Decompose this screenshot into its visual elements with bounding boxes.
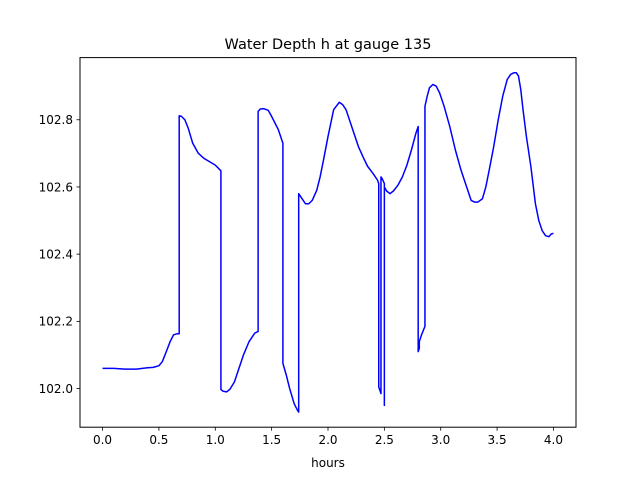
y-tick-label: 102.2 [39, 315, 73, 329]
series-layer [102, 71, 554, 413]
x-tick-label: 0.0 [93, 433, 112, 447]
x-axis-ticks: 0.0 0.5 1.0 1.5 2.0 2.5 3.0 3.5 4.0 [93, 427, 563, 447]
x-tick-label: 0.5 [149, 433, 168, 447]
chart-title: Water Depth h at gauge 135 [225, 37, 432, 53]
plot-area [80, 57, 576, 428]
y-tick-label: 102.0 [39, 382, 73, 396]
x-tick-label: 1.0 [206, 433, 225, 447]
x-tick-label: 3.0 [431, 433, 450, 447]
x-tick-label: 2.5 [375, 433, 394, 447]
x-tick-label: 1.5 [262, 433, 281, 447]
x-axis-label: hours [311, 456, 345, 470]
x-tick-label: 2.0 [318, 433, 337, 447]
y-axis-ticks: 102.0 102.2 102.4 102.6 102.8 [39, 113, 80, 396]
x-tick-label: 4.0 [544, 433, 563, 447]
x-tick-label: 3.5 [488, 433, 507, 447]
y-tick-label: 102.8 [39, 113, 73, 127]
y-tick-label: 102.6 [39, 180, 73, 194]
series-line-0 [102, 71, 554, 413]
y-tick-label: 102.4 [39, 247, 73, 261]
